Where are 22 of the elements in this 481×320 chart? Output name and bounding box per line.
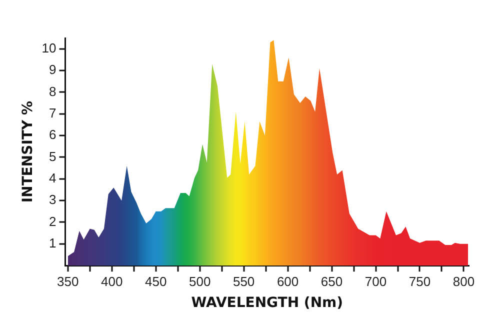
- y-tick-label: 6: [49, 127, 56, 142]
- x-tick-label: 550: [232, 274, 255, 289]
- x-tick-label: 500: [188, 274, 211, 289]
- y-axis-title: INTENSITY %: [20, 100, 36, 203]
- y-tick-label: 5: [49, 148, 56, 164]
- y-tick-label: 10: [42, 40, 56, 56]
- x-tick-label: 650: [320, 274, 343, 289]
- x-tick-label: 750: [408, 274, 431, 289]
- y-tick-label: 4: [49, 170, 56, 186]
- y-tick-label: 9: [49, 62, 56, 78]
- x-tick-label: 800: [452, 274, 475, 289]
- y-tick-label: 1: [49, 236, 56, 250]
- y-tick-label: 2: [49, 214, 56, 229]
- x-tick-label: 350: [57, 274, 79, 289]
- x-tick-label: 450: [145, 274, 167, 289]
- y-tick-label: 7: [49, 105, 56, 120]
- x-tick-label: 400: [101, 274, 123, 289]
- y-tick-label: 3: [49, 192, 56, 208]
- y-tick-label: 8: [49, 84, 56, 99]
- x-axis-title: WAVELENGTH (Nm): [191, 295, 344, 312]
- x-tick-label: 600: [276, 274, 299, 289]
- x-tick-label: 700: [364, 274, 387, 289]
